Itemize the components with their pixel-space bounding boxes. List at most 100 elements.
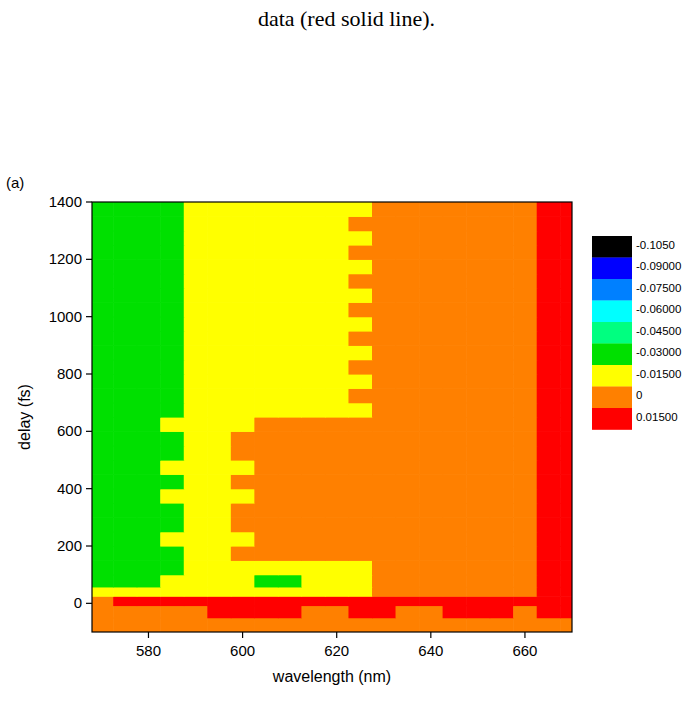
heatmap-cell — [231, 231, 255, 246]
heatmap-cell — [348, 231, 372, 246]
heatmap-cell — [348, 302, 372, 317]
heatmap-cell — [560, 460, 572, 475]
heatmap-cell — [207, 596, 231, 606]
heatmap-cell — [513, 446, 537, 461]
heatmap-cell — [513, 302, 537, 317]
heatmap-cell — [207, 460, 231, 475]
heatmap-cell — [254, 202, 278, 217]
heatmap-cell — [254, 274, 278, 289]
heatmap-cell — [348, 216, 372, 231]
heatmap-cell — [560, 474, 572, 489]
heatmap-cell — [443, 231, 467, 246]
heatmap-cell — [301, 460, 325, 475]
heatmap-cell — [325, 517, 349, 532]
heatmap-cell — [92, 231, 114, 246]
heatmap-cell — [372, 374, 396, 389]
x-tick — [336, 632, 337, 638]
heatmap-cell — [160, 587, 184, 597]
heatmap-cell — [466, 532, 490, 547]
heatmap-cell — [278, 596, 302, 606]
heatmap-cell — [372, 302, 396, 317]
heatmap-cell — [207, 575, 231, 588]
heatmap-cell — [443, 274, 467, 289]
heatmap-cell — [92, 403, 114, 418]
colorbar-box — [592, 408, 632, 430]
heatmap-cell — [92, 317, 114, 332]
heatmap-cell — [231, 575, 255, 588]
heatmap-cell — [490, 605, 514, 618]
heatmap-cell — [466, 259, 490, 274]
heatmap-cell — [490, 431, 514, 446]
heatmap-cell — [443, 517, 467, 532]
heatmap-cell — [92, 587, 114, 597]
heatmap-cell — [443, 403, 467, 418]
heatmap-cell — [92, 302, 114, 317]
heatmap-cell — [207, 417, 231, 432]
heatmap-cell — [231, 417, 255, 432]
heatmap-cell — [513, 331, 537, 346]
heatmap-cell — [160, 546, 184, 561]
x-tick-label: 620 — [324, 642, 349, 659]
heatmap-cell — [184, 216, 208, 231]
heatmap-cell — [419, 517, 443, 532]
heatmap-cell — [160, 605, 184, 618]
heatmap-cell — [537, 546, 561, 561]
heatmap-cell — [419, 532, 443, 547]
heatmap-cell — [137, 489, 161, 504]
heatmap-cell — [137, 503, 161, 518]
heatmap-cell — [160, 302, 184, 317]
heatmap-cell — [419, 503, 443, 518]
heatmap-cell — [231, 331, 255, 346]
heatmap-cell — [466, 587, 490, 597]
heatmap-cell — [231, 503, 255, 518]
heatmap-cell — [348, 317, 372, 332]
heatmap-cell — [396, 517, 420, 532]
heatmap-cell — [325, 317, 349, 332]
heatmap-cell — [301, 596, 325, 606]
heatmap-cell — [372, 618, 396, 632]
heatmap-cell — [560, 560, 572, 575]
heatmap-cell — [254, 446, 278, 461]
heatmap-cell — [419, 587, 443, 597]
heatmap-cell — [231, 460, 255, 475]
y-tick — [86, 545, 92, 546]
heatmap-cell — [231, 587, 255, 597]
heatmap-cell — [396, 474, 420, 489]
heatmap-cell — [254, 517, 278, 532]
heatmap-cell — [301, 274, 325, 289]
heatmap-cell — [419, 274, 443, 289]
heatmap-cell — [113, 431, 137, 446]
heatmap-cell — [113, 503, 137, 518]
heatmap-cell — [184, 446, 208, 461]
heatmap-cell — [537, 288, 561, 303]
heatmap-cell — [113, 489, 137, 504]
heatmap-cell — [301, 288, 325, 303]
heatmap-cell — [537, 302, 561, 317]
heatmap-cell — [537, 259, 561, 274]
heatmap-cell — [278, 446, 302, 461]
heatmap-cell — [207, 331, 231, 346]
heatmap-cell — [92, 532, 114, 547]
heatmap-cell — [443, 302, 467, 317]
heatmap-cell — [490, 618, 514, 632]
heatmap-cell — [466, 489, 490, 504]
heatmap-cell — [301, 474, 325, 489]
heatmap-cell — [396, 259, 420, 274]
heatmap-cell — [348, 274, 372, 289]
heatmap-cell — [137, 596, 161, 606]
heatmap-cell — [301, 245, 325, 260]
heatmap-cell — [325, 202, 349, 217]
heatmap-cell — [419, 345, 443, 360]
heatmap-cell — [537, 274, 561, 289]
heatmap-cell — [137, 202, 161, 217]
heatmap-cell — [137, 587, 161, 597]
heatmap-cell — [443, 560, 467, 575]
heatmap-cell — [184, 605, 208, 618]
y-tick-label: 1400 — [49, 193, 82, 210]
heatmap-cell — [419, 288, 443, 303]
heatmap-cell — [372, 489, 396, 504]
heatmap-cell — [490, 474, 514, 489]
heatmap-cell — [278, 259, 302, 274]
heatmap-cell — [301, 446, 325, 461]
heatmap-cell — [466, 546, 490, 561]
